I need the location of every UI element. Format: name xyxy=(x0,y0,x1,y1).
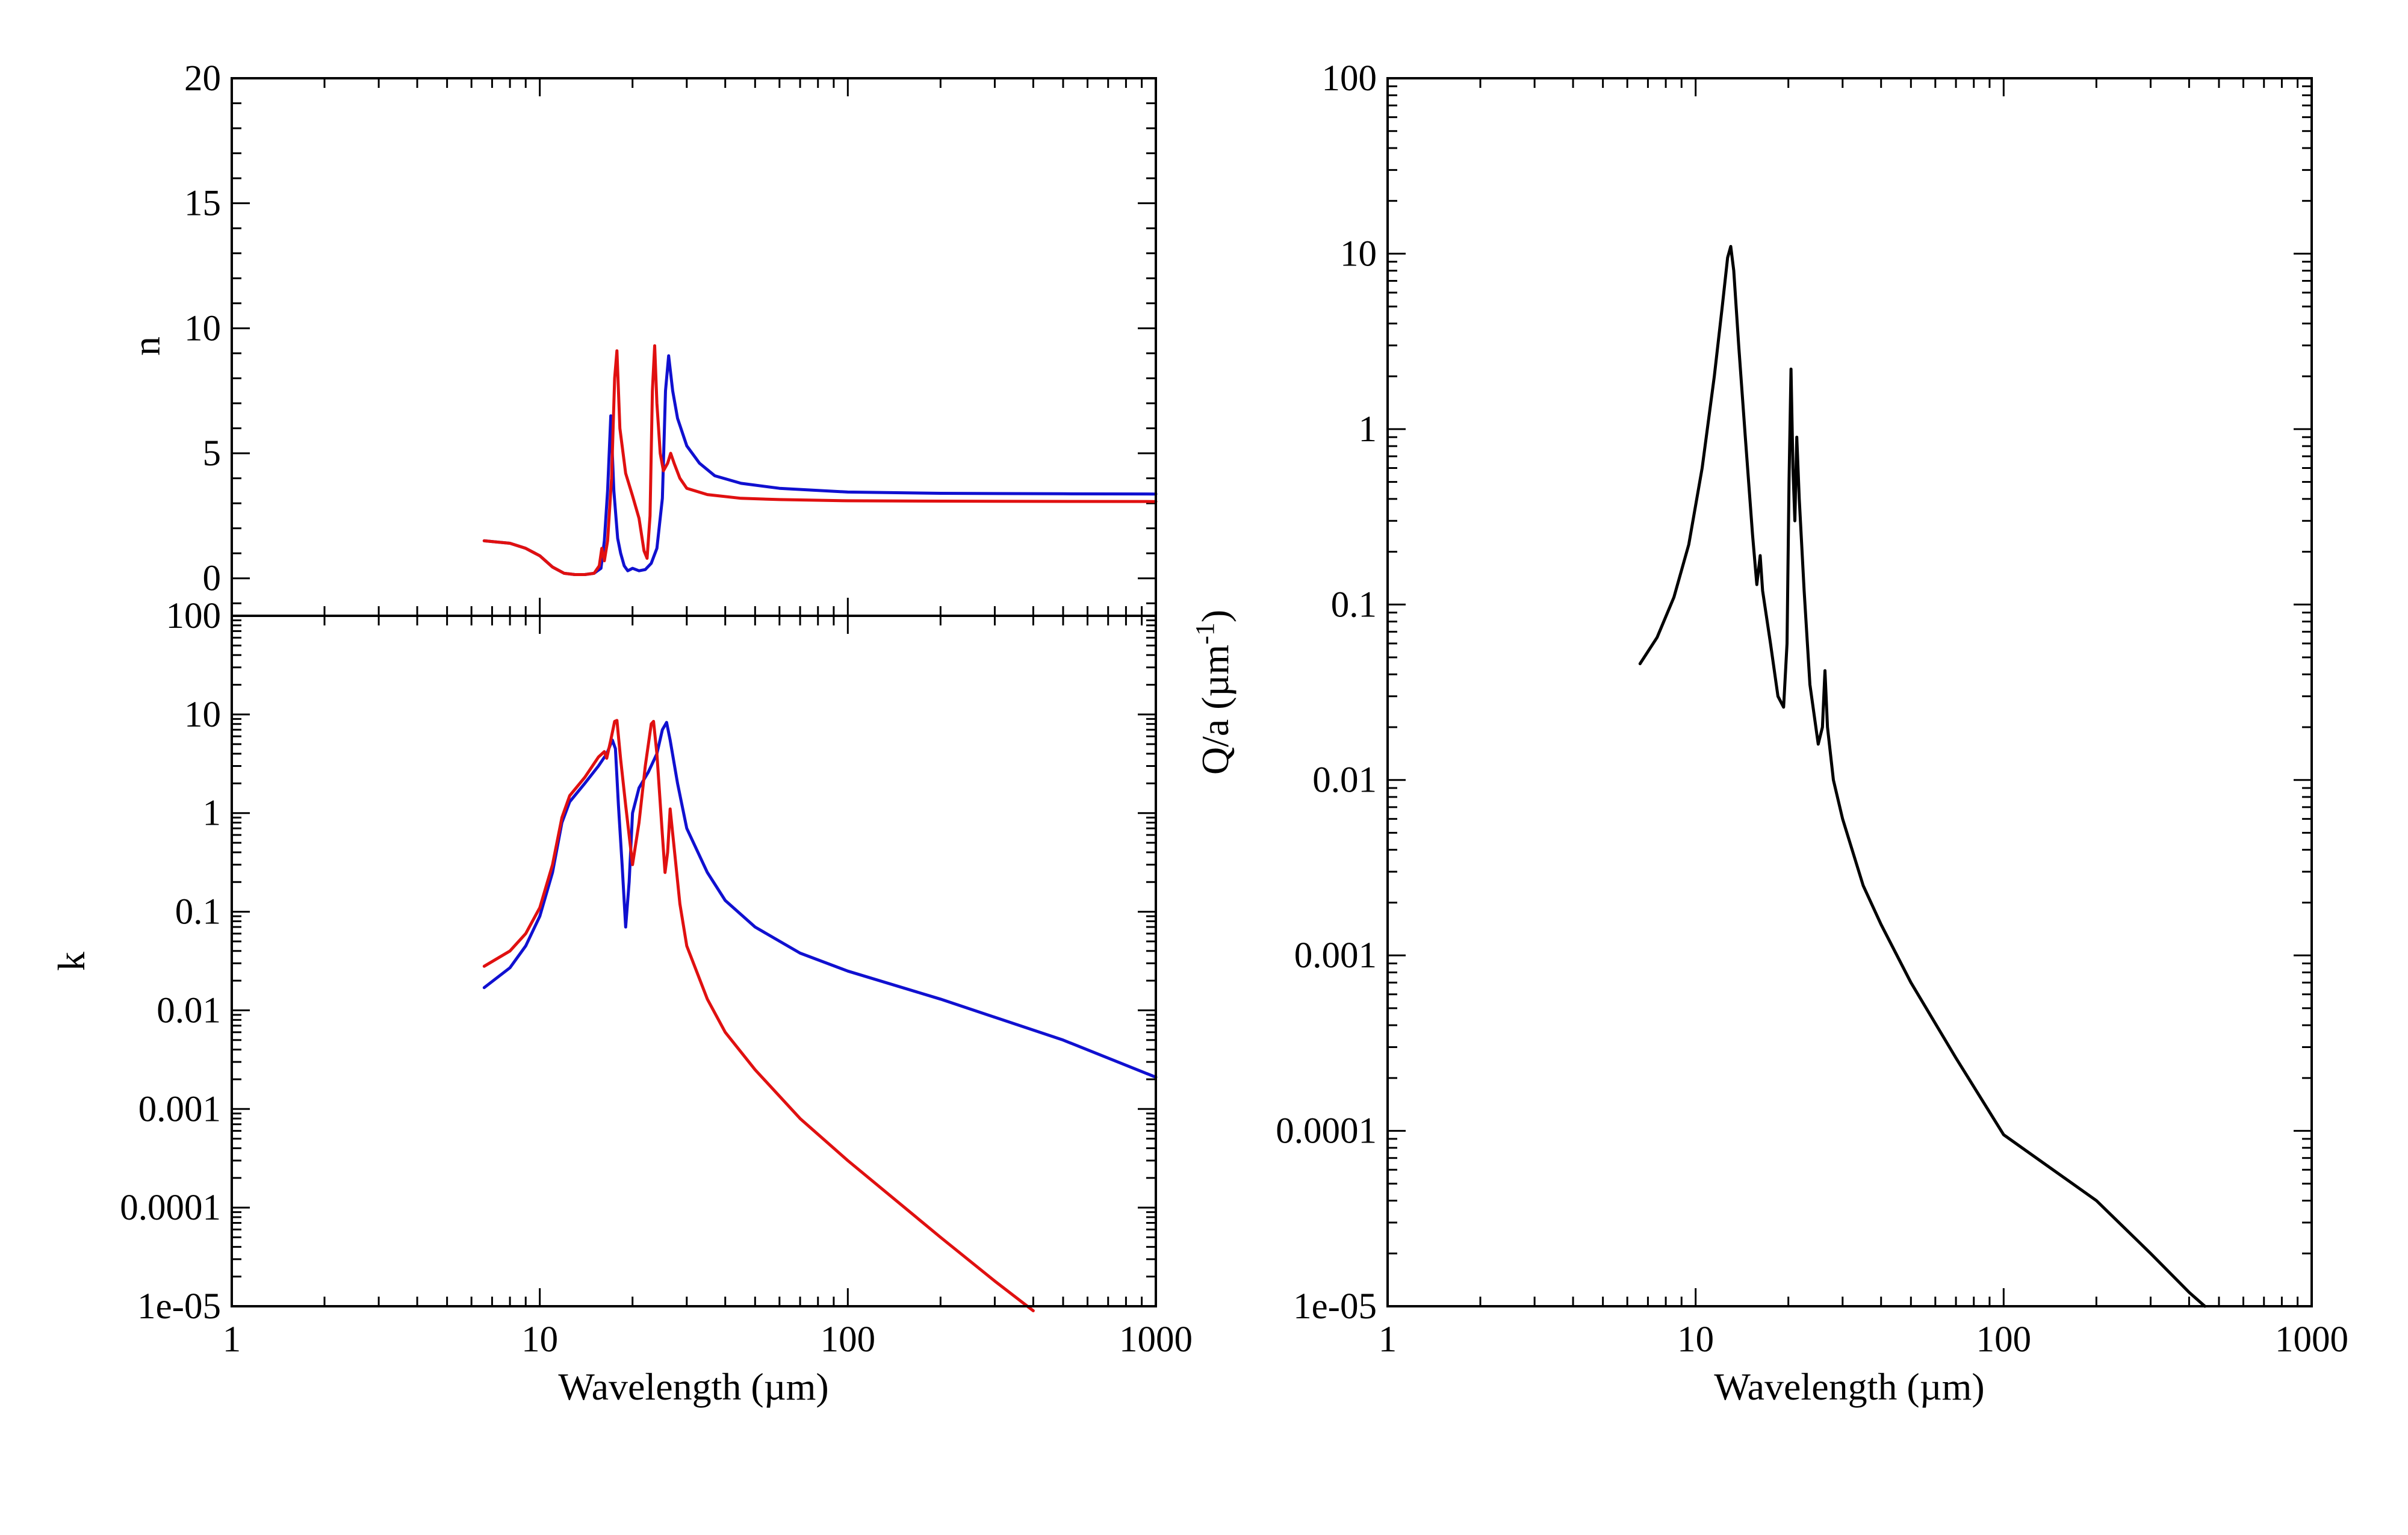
y-tick-label: 1e-05 xyxy=(137,1286,221,1327)
y-tick-label: 5 xyxy=(203,433,222,474)
y-tick-label: 1e-05 xyxy=(1293,1286,1377,1327)
n-tick-labels: 0 5 10 15 20 xyxy=(184,58,221,599)
y-tick-label: 0.01 xyxy=(1312,760,1377,801)
panel-n: 0 5 10 15 20 n xyxy=(125,58,1158,634)
k-ticks xyxy=(231,615,1157,1307)
y-tick-label: 20 xyxy=(184,58,221,99)
k-series-line-1 xyxy=(482,719,1035,1312)
y-tick-label: 0.0001 xyxy=(1276,1111,1377,1152)
x-tick-label: 1 xyxy=(1379,1319,1397,1360)
panel-k: 1 10 100 10001e-050.00010.0010.010.1110100 … xyxy=(50,596,1193,1408)
x-tick-label: 100 xyxy=(1976,1319,2032,1360)
y-tick-label: 0.001 xyxy=(1294,935,1377,976)
qa-tick-labels: 1 10 100 1000 1e-05 0.0001 0.001 0.01 0.1 1 10 100 xyxy=(1276,58,2348,1360)
panel-qa: 1 10 100 10001e-050.00010.0010.010.1110100 … xyxy=(1190,58,2348,1408)
x-tick-label: 10 xyxy=(521,1319,558,1360)
y-tick-label: 100 xyxy=(166,596,222,636)
qa-curves xyxy=(1638,244,2207,1308)
k-plot-frame xyxy=(231,615,1157,1307)
x-tick-label: 10 xyxy=(1677,1319,1714,1360)
y-tick-label: 10 xyxy=(184,695,221,735)
y-tick-label: 100 xyxy=(1322,58,1377,99)
y-tick-label: 10 xyxy=(184,308,221,349)
qa-plot-frame xyxy=(1386,77,2313,1307)
y-tick-label: 0 xyxy=(203,559,222,599)
qa-ylabel-sup: -1 xyxy=(1190,622,1220,645)
k-xlabel: Wavelength (µm) xyxy=(558,1365,828,1408)
y-tick-label: 0.01 xyxy=(157,990,221,1031)
y-tick-label: 0.0001 xyxy=(120,1188,221,1228)
n-ylabel: n xyxy=(125,336,168,356)
qa-xlabel: Wavelength (µm) xyxy=(1714,1365,1984,1408)
k-tick-labels: 1 10 100 1000 1e-05 0.0001 0.001 0.01 0.1 1 10 100 xyxy=(120,596,1193,1360)
y-tick-label: 10 xyxy=(1340,234,1377,274)
x-tick-label: 1000 xyxy=(2275,1319,2348,1360)
qa-ylabel-end: ) xyxy=(1194,610,1237,622)
q-series-line-0 xyxy=(1638,244,2207,1308)
y-tick-label: 15 xyxy=(184,184,221,224)
k-curves xyxy=(482,719,1158,1312)
k-series-line-0 xyxy=(482,721,1158,1079)
y-tick-label: 0.1 xyxy=(1331,585,1377,625)
n-curves xyxy=(482,344,1158,576)
y-tick-label: 1 xyxy=(203,793,222,834)
n-series-line-1 xyxy=(482,344,1158,576)
x-tick-label: 100 xyxy=(821,1319,876,1360)
qa-ticks xyxy=(1386,77,2313,1307)
k-ylabel: k xyxy=(50,952,93,971)
y-tick-label: 1 xyxy=(1359,409,1377,450)
qa-ylabel-main: Q/a (µm xyxy=(1194,645,1237,775)
y-tick-label: 0.1 xyxy=(175,892,221,932)
x-tick-label: 1000 xyxy=(1119,1319,1193,1360)
qa-ylabel: Q/a (µm-1) xyxy=(1190,610,1237,775)
x-tick-label: 1 xyxy=(223,1319,241,1360)
y-tick-label: 0.001 xyxy=(138,1089,221,1129)
